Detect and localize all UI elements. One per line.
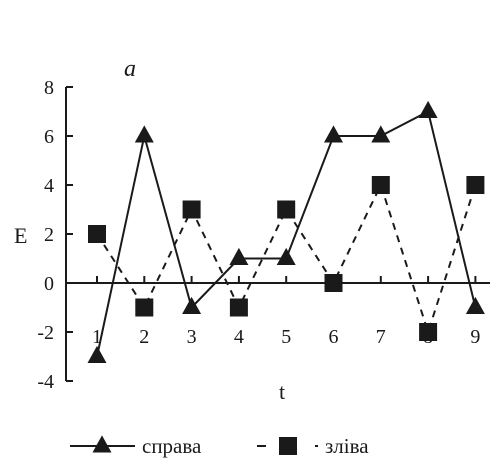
series-layer bbox=[87, 100, 485, 363]
x-tick-label: 1 bbox=[92, 326, 102, 348]
panel-label: a bbox=[124, 56, 136, 82]
y-tick-label: 6 bbox=[44, 126, 54, 148]
y-axis-title: E bbox=[14, 223, 27, 248]
data-point bbox=[371, 125, 391, 143]
x-tick-label: 6 bbox=[329, 326, 339, 348]
legend-marker bbox=[92, 435, 112, 453]
data-point bbox=[135, 298, 154, 317]
x-tick-label: 7 bbox=[376, 326, 386, 348]
y-tick-label: -4 bbox=[37, 371, 54, 393]
data-point bbox=[324, 125, 343, 143]
y-tick-label: 4 bbox=[44, 175, 54, 197]
data-point bbox=[324, 274, 343, 292]
series-1 bbox=[87, 100, 485, 363]
x-tick-label: 5 bbox=[281, 326, 291, 348]
series-2 bbox=[88, 176, 485, 341]
x-axis-title: t bbox=[279, 379, 285, 404]
legend-label: зліва bbox=[325, 434, 369, 458]
data-point bbox=[277, 200, 296, 219]
data-point bbox=[466, 176, 485, 194]
data-point bbox=[419, 323, 438, 341]
x-tick-label: 4 bbox=[234, 326, 244, 348]
y-tick-labels: -4 -2 0 2 4 6 8 bbox=[37, 77, 54, 393]
data-point bbox=[229, 298, 248, 317]
x-tick-label: 9 bbox=[470, 326, 480, 348]
x-tick-label: 3 bbox=[187, 326, 197, 348]
legend-marker bbox=[279, 437, 297, 455]
data-point bbox=[182, 200, 201, 219]
data-point bbox=[371, 176, 390, 194]
legend-item-1: справа bbox=[70, 434, 202, 458]
legend-item-2: зліва bbox=[257, 434, 369, 458]
axes bbox=[65, 86, 490, 382]
data-point bbox=[418, 100, 438, 118]
y-tick-label: 2 bbox=[44, 224, 54, 246]
legend-label: справа bbox=[142, 434, 202, 458]
data-point bbox=[87, 345, 107, 363]
y-tick-label: -2 bbox=[37, 322, 54, 344]
data-point bbox=[182, 296, 202, 314]
y-tick-label: 8 bbox=[44, 77, 54, 99]
series-line bbox=[96, 110, 477, 357]
legend: справа зліва bbox=[70, 434, 369, 458]
data-point bbox=[276, 247, 296, 265]
data-point bbox=[134, 125, 154, 143]
x-tick-labels: 1 2 3 4 5 6 7 8 9 bbox=[92, 326, 480, 348]
series-line bbox=[96, 182, 477, 336]
data-point bbox=[465, 296, 485, 314]
data-point bbox=[88, 225, 106, 243]
x-tick-label: 8 bbox=[423, 326, 433, 348]
y-tick-label: 0 bbox=[44, 273, 54, 295]
x-tick-label: 2 bbox=[139, 326, 149, 348]
data-point bbox=[229, 247, 249, 265]
